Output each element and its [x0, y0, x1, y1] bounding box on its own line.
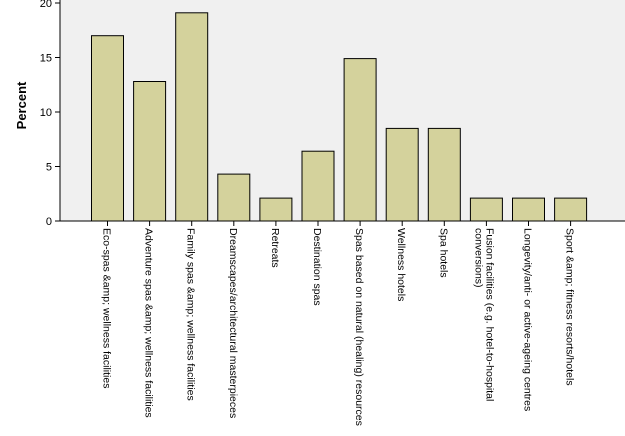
- y-axis: 0 5 10 15 20: [40, 0, 61, 228]
- bar-7: [343, 58, 377, 222]
- bar-11: [512, 197, 545, 222]
- bar-4: [217, 173, 251, 222]
- bar-5: [259, 197, 293, 222]
- x-tick-label-8: Wellness hotels: [395, 228, 407, 301]
- bars-group: [91, 12, 588, 222]
- x-tick-label-12: Sport &amp; fitness resorts/hotels: [564, 228, 576, 386]
- x-tick-label-7: Spas based on natural (healing) resource…: [353, 228, 365, 426]
- bar-2: [133, 81, 167, 222]
- bar-10: [469, 197, 503, 222]
- bar-8: [385, 127, 419, 222]
- x-tick-label-5: Retreats: [269, 228, 281, 268]
- x-tick-label-9: Spa hotels: [437, 228, 449, 278]
- bar-1: [91, 35, 124, 222]
- bar-6: [301, 150, 335, 222]
- x-tick-label-11: Longevity/anti- or active-ageing centres: [522, 228, 534, 411]
- x-tick-label-6: Destination spas: [311, 228, 323, 306]
- y-tick-label-0: 0: [46, 216, 52, 228]
- x-tick-label-3: Family spas &amp; wellness facilities: [185, 228, 197, 401]
- x-axis: Eco-spas &amp; wellness facilities Advent…: [60, 220, 625, 426]
- y-tick-label-20: 20: [40, 0, 52, 10]
- y-tick-label-5: 5: [46, 162, 52, 174]
- y-tick-label-10: 10: [40, 107, 52, 119]
- bar-12: [554, 197, 588, 222]
- x-tick-label-10: Fusion facilities (e.g. hotel-to-hospita…: [472, 228, 495, 401]
- y-tick-label-15: 15: [40, 53, 52, 65]
- x-tick-label-2: Adventure spas &amp; wellness facilities: [143, 228, 155, 418]
- x-tick-label-1: Eco-spas &amp; wellness facilities: [101, 228, 113, 388]
- y-axis-title: Percent: [14, 81, 29, 129]
- bar-3: [175, 12, 209, 222]
- bar-9: [427, 127, 461, 222]
- x-tick-label-4: Dreamscapes/architectural masterpieces: [227, 228, 239, 418]
